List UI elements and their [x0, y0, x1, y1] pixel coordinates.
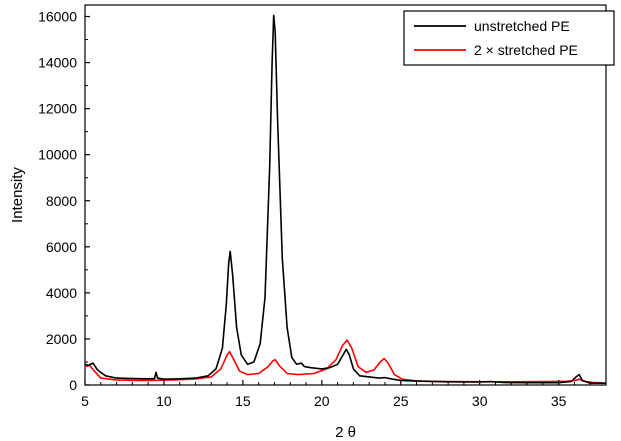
series-line-0	[84, 14, 606, 384]
y-tick-label: 6000	[46, 239, 77, 255]
y-tick-label: 10000	[38, 147, 77, 163]
y-tick-label: 14000	[38, 55, 77, 71]
x-tick-label: 10	[156, 393, 172, 409]
series-line-1	[84, 339, 603, 384]
axes: 5 10 15 20 25 30 35 0 2000 4000 6000 8000 10000 12000…	[9, 9, 607, 441]
plot-area-frame	[84, 4, 607, 386]
x-tick-label: 25	[393, 393, 409, 409]
y-axis-label: Intensity	[9, 167, 26, 223]
y-tick-label: 0	[69, 377, 77, 393]
x-tick-label: 20	[314, 393, 330, 409]
y-tick-label: 8000	[46, 193, 77, 209]
x-tick-label: 15	[235, 393, 251, 409]
x-axis-label: 2 θ	[335, 424, 356, 441]
legend-label-0: unstretched PE	[474, 18, 570, 34]
series-lines	[84, 14, 606, 384]
y-tick-label: 2000	[46, 331, 77, 347]
x-tick-label: 5	[81, 393, 89, 409]
legend-box	[403, 10, 615, 66]
legend: unstretched PE 2 × stretched PE	[403, 10, 615, 66]
legend-label-1: 2 × stretched PE	[474, 42, 578, 58]
x-tick-label: 30	[472, 393, 488, 409]
y-tick-label: 4000	[46, 285, 77, 301]
y-tick-label: 12000	[38, 101, 77, 117]
plot-frame	[84, 4, 607, 386]
x-tick-label: 35	[551, 393, 567, 409]
y-tick-label: 16000	[38, 9, 77, 25]
